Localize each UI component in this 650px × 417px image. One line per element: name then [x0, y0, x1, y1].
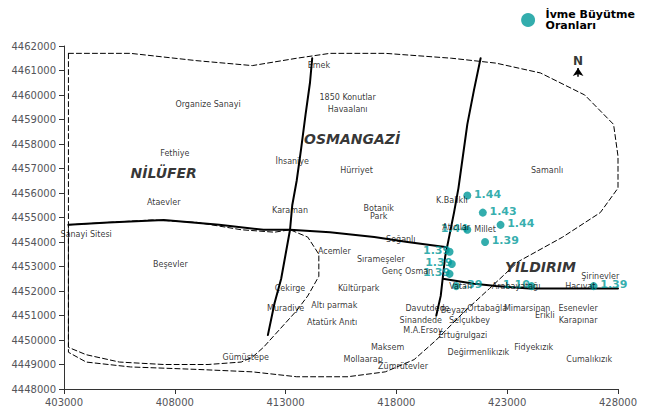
svg-text:N: N	[573, 54, 583, 68]
svg-text:K.Balıklı: K.Balıklı	[436, 196, 468, 205]
svg-text:428000: 428000	[599, 397, 637, 408]
svg-text:1.39: 1.39	[423, 244, 450, 257]
svg-text:Soğanlı: Soğanlı	[386, 235, 415, 244]
svg-text:418000: 418000	[377, 397, 415, 408]
svg-text:Mollaarap: Mollaarap	[343, 355, 382, 364]
svg-text:1.39: 1.39	[492, 234, 519, 247]
svg-text:4456000: 4456000	[11, 188, 56, 199]
svg-text:Karapınar: Karapınar	[559, 316, 598, 325]
svg-text:4452000: 4452000	[11, 286, 56, 297]
svg-text:4448000: 4448000	[11, 384, 56, 395]
svg-text:4457000: 4457000	[11, 163, 56, 174]
svg-text:Fidyekızık: Fidyekızık	[514, 343, 553, 352]
svg-text:Muradiye: Muradiye	[267, 304, 304, 313]
svg-text:1.44: 1.44	[507, 217, 534, 230]
svg-text:Atatürk Anıtı: Atatürk Anıtı	[307, 318, 357, 327]
svg-text:1.39: 1.39	[423, 266, 451, 280]
svg-text:Değirmenlikızık: Değirmenlikızık	[448, 348, 510, 357]
svg-text:OSMANGAZİ: OSMANGAZİ	[304, 131, 400, 147]
svg-text:Selçukbey: Selçukbey	[449, 316, 490, 325]
svg-text:4462000: 4462000	[11, 41, 56, 52]
svg-text:403000: 403000	[45, 397, 83, 408]
svg-text:Davutdede: Davutdede	[405, 303, 450, 313]
svg-text:Sinandede: Sinandede	[400, 316, 442, 325]
svg-text:408000: 408000	[156, 397, 194, 408]
svg-text:Çekirge: Çekirge	[275, 284, 306, 293]
svg-text:Vatan: Vatan	[449, 282, 472, 291]
svg-text:Ataevler: Ataevler	[147, 198, 181, 207]
svg-text:1850 Konutlar: 1850 Konutlar	[319, 93, 376, 102]
svg-text:Ertuğrulgazi: Ertuğrulgazi	[439, 331, 488, 340]
svg-text:4460000: 4460000	[11, 90, 56, 101]
svg-text:Oranları: Oranları	[546, 19, 596, 32]
svg-text:Genç Osman: Genç Osman	[382, 267, 433, 276]
svg-text:Maksem: Maksem	[371, 343, 405, 352]
svg-text:4461000: 4461000	[11, 65, 56, 76]
svg-text:413000: 413000	[267, 397, 305, 408]
svg-text:Cumalıkızık: Cumalıkızık	[566, 355, 612, 364]
svg-text:Botanik: Botanik	[363, 204, 394, 214]
svg-text:Şirinevler: Şirinevler	[581, 272, 620, 281]
svg-text:4451000: 4451000	[11, 310, 56, 321]
svg-text:Fethiye: Fethiye	[160, 149, 189, 158]
svg-text:Zümrütevler: Zümrütevler	[378, 362, 429, 371]
svg-text:Ortabağla: Ortabağla	[467, 304, 507, 313]
svg-text:Esenevler: Esenevler	[558, 304, 598, 313]
svg-text:Mimarsinan: Mimarsinan	[503, 303, 551, 313]
svg-text:Gümüştepe: Gümüştepe	[223, 353, 269, 362]
svg-text:Organize Sanayi: Organize Sanayi	[175, 100, 240, 109]
svg-text:1.39: 1.39	[425, 256, 453, 270]
svg-text:4454000: 4454000	[11, 237, 56, 248]
svg-text:Havaalanı: Havaalanı	[328, 105, 368, 114]
svg-text:.39: .39	[462, 278, 483, 292]
svg-text:4450000: 4450000	[11, 335, 56, 346]
svg-text:423000: 423000	[488, 397, 526, 408]
svg-text:4449000: 4449000	[11, 359, 56, 370]
svg-text:4453000: 4453000	[11, 261, 56, 272]
svg-text:Erikli: Erikli	[535, 311, 555, 320]
svg-text:1.44: 1.44	[474, 188, 501, 201]
svg-text:1.39: 1.39	[600, 278, 628, 292]
svg-text:4455000: 4455000	[11, 212, 56, 223]
svg-text:M.A.Ersoy: M.A.Ersoy	[403, 326, 443, 335]
svg-text:YILDIRIM: YILDIRIM	[505, 259, 576, 275]
svg-text:Hacıvat: Hacıvat	[565, 282, 595, 291]
svg-text:4458000: 4458000	[11, 139, 56, 150]
svg-text:4459000: 4459000	[11, 114, 56, 125]
svg-text:Park: Park	[370, 212, 388, 221]
svg-text:Altı parmak: Altı parmak	[311, 301, 357, 310]
svg-text:NİLÜFER: NİLÜFER	[131, 164, 197, 181]
svg-text:Hürriyet: Hürriyet	[340, 166, 373, 175]
svg-text:Sanayi Sitesi: Sanayi Sitesi	[61, 230, 112, 239]
svg-text:Arabayatağı: Arabayatağı	[492, 282, 541, 291]
svg-text:Kültürpark: Kültürpark	[338, 284, 380, 293]
svg-text:Millet: Millet	[474, 225, 496, 234]
svg-text:Karaman: Karaman	[272, 206, 308, 215]
svg-text:Acemler: Acemler	[318, 247, 352, 256]
svg-text:Beşevler: Beşevler	[153, 260, 188, 269]
svg-text:Atıcılar: Atıcılar	[442, 223, 470, 232]
svg-text:Sırameşeler: Sırameşeler	[357, 255, 405, 264]
svg-text:1.43: 1.43	[489, 205, 516, 218]
svg-text:Samanlı: Samanlı	[531, 166, 563, 175]
svg-text:Emek: Emek	[308, 61, 331, 70]
svg-text:Beyazı: Beyazı	[441, 306, 467, 315]
svg-text:İhsaniye: İhsaniye	[276, 156, 310, 166]
svg-text:İvme Büyütme: İvme Büyütme	[545, 8, 635, 21]
